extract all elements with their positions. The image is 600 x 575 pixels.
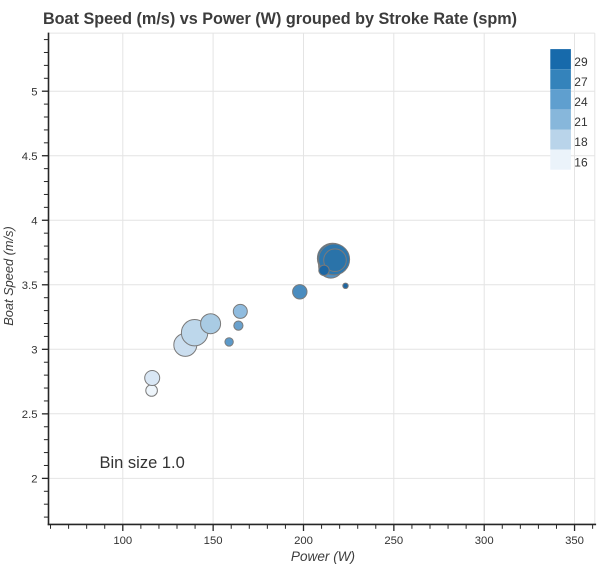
svg-text:4.5: 4.5 bbox=[22, 151, 38, 163]
svg-text:18: 18 bbox=[574, 135, 588, 149]
svg-text:24: 24 bbox=[574, 95, 588, 109]
svg-text:Bin size 1.0: Bin size 1.0 bbox=[100, 454, 185, 472]
svg-text:Boat Speed (m/s) vs Power (W): Boat Speed (m/s) vs Power (W) grouped by… bbox=[43, 10, 517, 28]
svg-text:250: 250 bbox=[384, 535, 403, 547]
svg-text:21: 21 bbox=[574, 115, 588, 129]
svg-text:100: 100 bbox=[113, 535, 132, 547]
svg-text:16: 16 bbox=[574, 155, 588, 169]
svg-text:2.5: 2.5 bbox=[22, 409, 38, 421]
svg-text:200: 200 bbox=[294, 535, 313, 547]
svg-text:4: 4 bbox=[31, 216, 37, 228]
svg-text:Power (W): Power (W) bbox=[291, 549, 355, 564]
svg-text:150: 150 bbox=[204, 535, 223, 547]
svg-text:2: 2 bbox=[31, 474, 37, 486]
svg-text:3: 3 bbox=[31, 345, 37, 357]
svg-text:27: 27 bbox=[574, 75, 588, 89]
svg-text:Boat Speed (m/s): Boat Speed (m/s) bbox=[1, 226, 16, 326]
svg-text:300: 300 bbox=[475, 535, 494, 547]
svg-text:29: 29 bbox=[574, 55, 588, 69]
svg-text:350: 350 bbox=[565, 535, 584, 547]
svg-text:5: 5 bbox=[31, 87, 37, 99]
svg-text:3.5: 3.5 bbox=[22, 280, 38, 292]
